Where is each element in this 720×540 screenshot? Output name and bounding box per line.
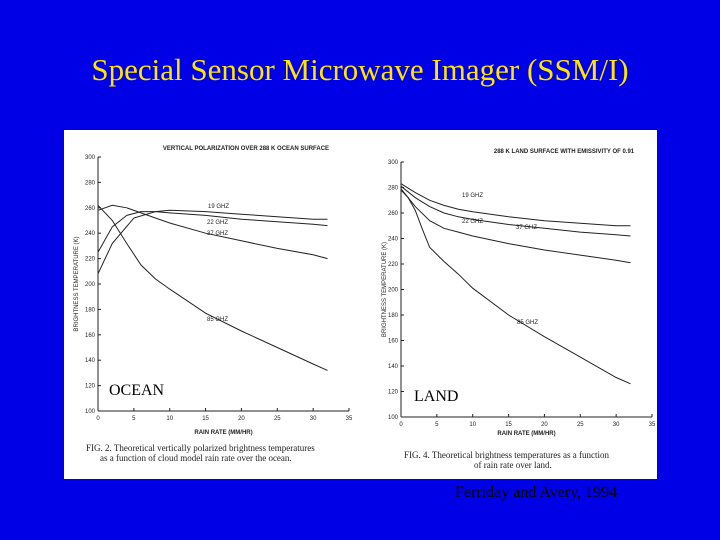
ocean-series-label-19-ghz: 19 GHZ [208,204,229,210]
figure-panel: VERTICAL POLARIZATION OVER 288 K OCEAN S… [64,130,657,479]
ocean-x-axis-label: RAIN RATE (MM/HR) [194,430,252,436]
land-y-axis-label: BRIGHTNESS TEMPERATURE (K) [382,242,388,337]
ocean-x-tick-label: 0 [96,416,100,422]
land-series-label-19-ghz: 19 GHZ [462,193,483,199]
ocean-series-label-85-ghz: 85 GHZ [207,317,228,323]
land-x-tick-label: 25 [577,422,584,428]
land-series-22-ghz [400,185,631,237]
land-x-tick-label: 20 [541,422,548,428]
land-y-tick-label: 180 [388,313,399,319]
ocean-caption-line-2: as a function of cloud model rain rate o… [100,453,292,463]
ocean-series-22-ghz [97,211,328,253]
land-y-tick-label: 120 [388,390,399,396]
land-x-tick-label: 5 [435,422,439,428]
ocean-y-tick-label: 300 [85,155,96,161]
land-series-37-ghz [400,188,631,264]
land-y-tick-label: 160 [388,339,399,345]
ocean-y-tick-label: 140 [85,358,96,364]
land-x-tick-label: 0 [399,422,403,428]
land-caption-line-2: of rain rate over land. [474,460,552,470]
land-y-tick-label: 240 [388,237,399,243]
ocean-y-tick-label: 120 [85,384,96,390]
land-y-tick-label: 100 [388,415,399,421]
land-series-label-22-ghz: 22 GHZ [462,219,483,225]
ocean-series-19-ghz [97,209,328,275]
land-series-19-ghz [400,183,631,227]
land-caption: FIG. 4. Theoretical brightness temperatu… [404,450,609,470]
ocean-series-label-37-ghz: 37 GHZ [207,231,228,237]
ocean-y-tick-label: 260 [85,206,96,212]
ocean-series-85-ghz [97,204,328,371]
land-y-tick-label: 280 [388,186,399,192]
slide-title: Special Sensor Microwave Imager (SSM/I) [91,52,629,87]
ocean-x-tick-label: 15 [202,416,209,422]
land-caption-line-1: FIG. 4. Theoretical brightness temperatu… [404,450,610,460]
ocean-series-label-22-ghz: 22 GHZ [207,220,228,226]
land-tag: LAND [414,388,459,405]
land-x-axis-label: RAIN RATE (MM/HR) [497,431,555,437]
land-x-tick-label: 15 [505,422,512,428]
citation: Ferriday and Avery, 1994 [455,484,618,501]
land-y-tick-label: 300 [388,160,399,166]
ocean-x-tick-label: 20 [238,416,245,422]
land-chart-title: 288 K LAND SURFACE WITH EMISSIVITY OF 0.… [494,149,635,155]
land-x-tick-label: 35 [649,422,656,428]
land-y-tick-label: 200 [388,288,399,294]
ocean-chart-title: VERTICAL POLARIZATION OVER 288 K OCEAN S… [163,146,329,152]
ocean-y-tick-label: 240 [85,231,96,237]
ocean-y-tick-label: 160 [85,333,96,339]
ocean-y-axis-label: BRIGHTNESS TEMPERATURE (K) [74,236,80,331]
ocean-x-tick-label: 35 [346,416,353,422]
ocean-tag: OCEAN [109,382,165,399]
ocean-y-tick-label: 220 [85,257,96,263]
ocean-caption: FIG. 2. Theoretical vertically polarized… [86,443,315,463]
ocean-y-tick-label: 200 [85,282,96,288]
land-y-tick-label: 260 [388,211,399,217]
ocean-y-tick-label: 100 [85,409,96,415]
ocean-series-37-ghz [97,204,328,260]
ocean-x-tick-label: 30 [310,416,317,422]
land-series-label-37-ghz: 37 GHZ [516,225,537,231]
land-x-tick-label: 30 [613,422,620,428]
land-x-tick-label: 10 [469,422,476,428]
ocean-chart: VERTICAL POLARIZATION OVER 288 K OCEAN S… [74,146,353,436]
land-series-85-ghz [400,189,631,385]
ocean-x-tick-label: 25 [274,416,281,422]
land-series-label-85-ghz: 85 GHZ [517,320,538,326]
ocean-caption-line-1: FIG. 2. Theoretical vertically polarized… [86,443,315,453]
ocean-x-tick-label: 10 [166,416,173,422]
land-chart: 288 K LAND SURFACE WITH EMISSIVITY OF 0.… [382,149,656,437]
ocean-x-tick-label: 5 [132,416,136,422]
ocean-y-tick-label: 180 [85,307,96,313]
land-y-tick-label: 140 [388,364,399,370]
ocean-y-tick-label: 280 [85,180,96,186]
land-y-tick-label: 220 [388,262,399,268]
